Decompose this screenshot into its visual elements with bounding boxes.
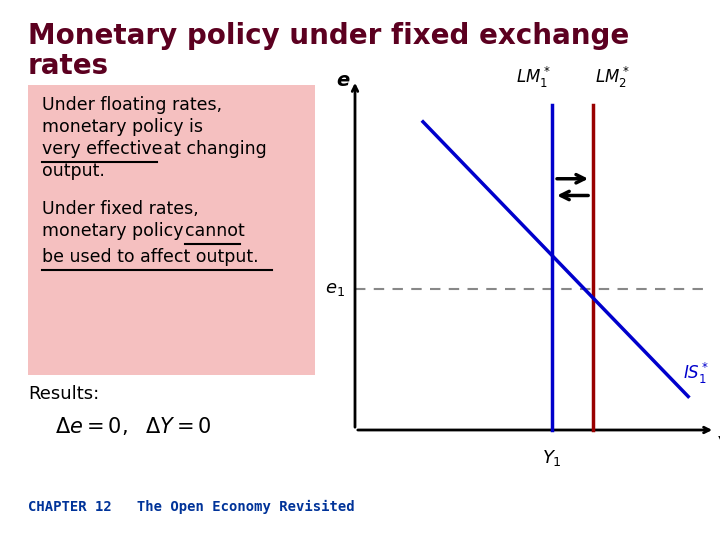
Text: $IS_1^*$: $IS_1^*$ bbox=[683, 361, 710, 387]
Text: Results:: Results: bbox=[28, 385, 99, 403]
Text: Y: Y bbox=[717, 435, 720, 454]
Text: monetary policy is: monetary policy is bbox=[42, 118, 203, 136]
Text: $LM_1^*$: $LM_1^*$ bbox=[516, 65, 550, 90]
Text: at changing: at changing bbox=[158, 140, 266, 158]
Text: Under fixed rates,: Under fixed rates, bbox=[42, 200, 199, 218]
Text: $LM_2^*$: $LM_2^*$ bbox=[595, 65, 629, 90]
Text: cannot: cannot bbox=[185, 222, 245, 240]
Text: output.: output. bbox=[42, 162, 105, 180]
Text: be used to affect output.: be used to affect output. bbox=[42, 248, 258, 266]
Text: very effective: very effective bbox=[42, 140, 163, 158]
Text: Under floating rates,: Under floating rates, bbox=[42, 96, 222, 114]
Text: $Y_1$: $Y_1$ bbox=[542, 448, 562, 468]
Text: rates: rates bbox=[28, 52, 109, 80]
Text: monetary policy: monetary policy bbox=[42, 222, 189, 240]
Text: Monetary policy under fixed exchange: Monetary policy under fixed exchange bbox=[28, 22, 629, 50]
Text: CHAPTER 12   The Open Economy Revisited: CHAPTER 12 The Open Economy Revisited bbox=[28, 500, 355, 514]
Text: $\Delta e = 0,$  $\Delta \mathit{Y} = 0$: $\Delta e = 0,$ $\Delta \mathit{Y} = 0$ bbox=[55, 415, 212, 437]
Bar bbox=[28, 85, 315, 375]
Text: $e_1$: $e_1$ bbox=[325, 280, 345, 298]
Text: e: e bbox=[336, 71, 350, 90]
